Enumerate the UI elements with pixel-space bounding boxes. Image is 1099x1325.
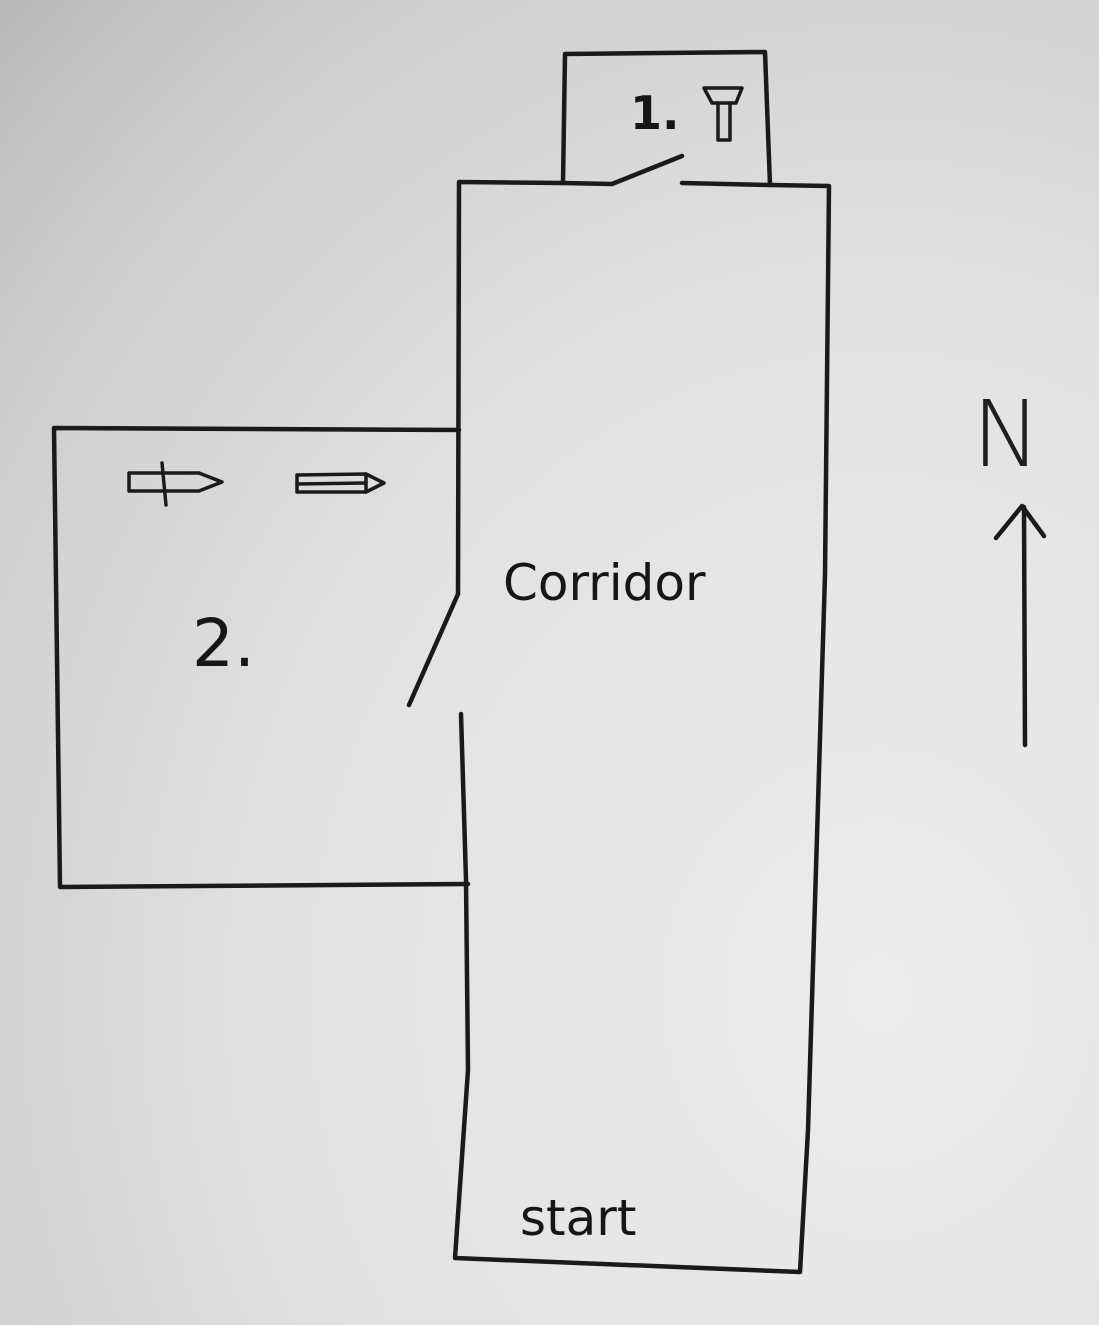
room-2: 2. (51, 425, 471, 890)
arrow-up-icon (993, 503, 1047, 748)
trophy-icon (702, 86, 744, 142)
room-1: 1. (560, 49, 773, 188)
room-1-door (609, 153, 685, 187)
room-2-walls (51, 425, 471, 890)
compass: N (972, 381, 1047, 748)
compass-north-label: N (972, 381, 1041, 488)
room-1-walls (560, 49, 773, 188)
corridor-walls (452, 179, 832, 1275)
room-2-door (406, 591, 461, 708)
room-2-label: 2. (192, 605, 255, 682)
sword-icon (127, 461, 224, 507)
room-1-label: 1. (630, 86, 679, 140)
corridor: Corridor start (452, 179, 832, 1275)
corridor-label: Corridor (503, 554, 706, 612)
pencil-icon (295, 472, 386, 494)
start-label: start (520, 1189, 636, 1247)
